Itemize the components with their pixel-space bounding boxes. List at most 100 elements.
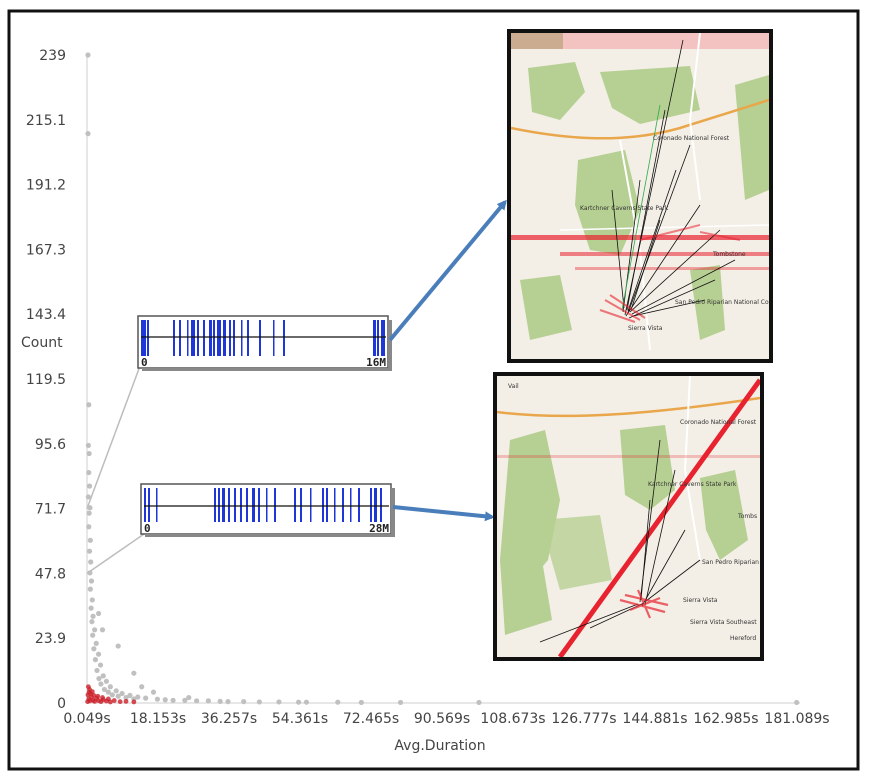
strip-bar [294,488,296,522]
data-point [85,442,91,449]
dense-data-point [105,696,111,702]
strip-bar [173,320,175,356]
data-point [95,651,102,657]
dense-data-point [131,699,137,705]
data-point [123,694,129,701]
strip-bar [223,320,226,356]
x-tick-label: 0.049s [63,711,110,727]
data-point [101,686,108,693]
map-label: Sierra Vista Southeast [690,619,757,626]
data-point [86,510,92,516]
strip-bar [300,488,302,522]
x-axis-label: Avg.Duration [394,738,485,754]
x-tick-labels: 0.049s 18.153s 36.257s 54.361s 72.465s 90.569… [63,711,829,727]
map-road [559,224,769,231]
data-point [115,693,121,699]
strip-bar [179,320,181,356]
data-point [90,632,96,638]
data-point [303,699,310,705]
strip-bar [326,488,328,522]
data-point [205,698,211,704]
strip-frame [137,315,389,369]
data-point [99,627,106,633]
data-point [88,559,94,565]
strip-bar [259,320,261,356]
data-point [92,627,98,633]
data-point [143,695,149,701]
dense-data-point [111,698,117,703]
data-point [86,548,93,554]
map-forest [700,470,748,560]
data-point [86,450,92,457]
strip-bar [241,320,243,356]
trajectory-green [621,104,661,311]
data-point [89,619,95,625]
data-point [100,673,106,679]
map-label: Kartchner Caverns State Park [648,481,737,488]
map-label: Tombstone [712,251,746,258]
connector-line-top [86,365,141,509]
strip-bar [373,320,376,356]
map-highlight-band [575,267,769,270]
data-point [127,692,133,699]
dense-data-points [85,684,137,705]
strip-bar [258,488,260,522]
y-tick-label: 95.6 [35,437,66,453]
data-point [135,694,141,700]
map-label: Hereford [730,635,756,642]
strip-shadow [391,488,395,536]
map-highlight-band [497,455,760,458]
data-point [109,692,115,698]
strip-shadow [142,368,392,371]
data-point [85,131,91,137]
strip-bar [381,320,385,356]
map-forest [690,265,725,340]
data-point [115,643,121,649]
strip-bar [358,488,360,522]
data-point [113,688,119,694]
arrow-to-bottom-map [392,505,495,522]
map-frame [507,29,773,363]
map-label: Kartchner Caverns State Park [580,205,669,212]
strip-left-label: 0 [144,522,151,535]
data-point [86,402,92,408]
data-point [276,699,282,705]
data-point [119,690,125,697]
dense-data-point [123,698,129,704]
strip-bar [191,320,195,356]
y-tick-label: 23.9 [35,631,66,647]
data-point [86,524,92,530]
strip-bar [187,320,189,356]
data-point [90,613,96,619]
y-tick-labels: 0 23.9 47.8 71.7 95.6 119.5 143.4 167.3 191.2 215… [26,48,66,712]
strip-bar [203,320,205,356]
data-point [85,52,91,58]
map-frame [493,372,764,661]
map-forest [540,515,612,590]
data-point [194,698,200,704]
map-band [511,33,563,49]
map-road [683,376,701,561]
y-tick-label: 0 [57,696,66,712]
strip-bar [141,320,144,356]
y-tick-label: 215.1 [26,113,66,129]
data-point [295,699,302,705]
strip-bar [240,488,242,522]
data-point [241,699,247,705]
strip-bars [144,488,382,522]
y-tick-label: 143.4 [26,307,66,323]
strip-bar [144,320,146,356]
map-label: Tombs [737,513,757,520]
map-bottom: Vail Coronado National Forest Kartchner … [493,372,764,661]
data-point [85,494,91,500]
data-point [93,640,99,646]
strip-bar [380,488,382,522]
strip-bar [156,488,158,522]
strip-bars [141,320,385,356]
strip-bar [214,488,216,522]
strip-shadow [145,534,395,537]
x-tick-label: 181.089s [764,711,829,727]
data-point [87,586,93,592]
x-tick-label: 90.569s [414,711,470,727]
